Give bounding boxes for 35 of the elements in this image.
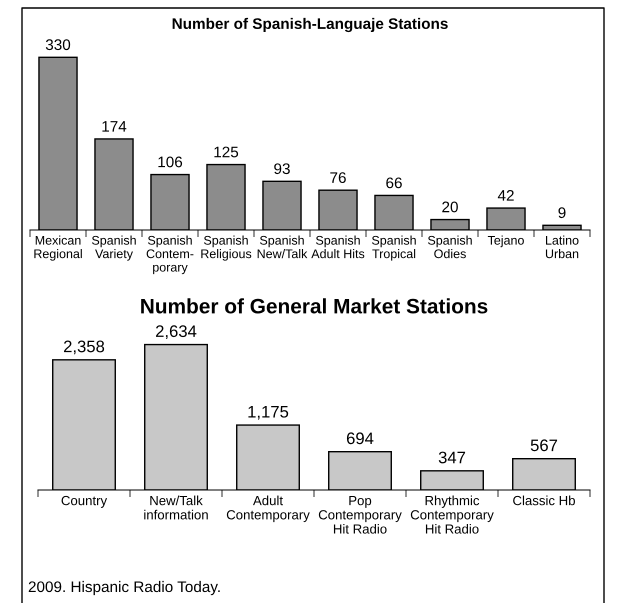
data-label: 174 bbox=[102, 121, 126, 132]
chart-title: Number of Spanish-Languaje Stations bbox=[172, 18, 448, 32]
data-label: 694 bbox=[346, 432, 374, 444]
x-tick-label: Spanish Religious bbox=[201, 236, 252, 261]
data-label: 330 bbox=[46, 39, 70, 50]
x-tick-label: Spanish Contem- porary bbox=[146, 236, 194, 274]
x-tick-label: Tejano bbox=[488, 236, 524, 248]
data-label: 1,175 bbox=[248, 406, 288, 420]
x-tick-label: Rhythmic Contemporary Hit Radio bbox=[410, 496, 494, 534]
x-tick-label: Mexican Regional bbox=[34, 236, 82, 261]
x-tick-label: Spanish Tropical bbox=[372, 236, 416, 261]
data-label: 66 bbox=[386, 177, 402, 188]
x-tick-label: Spanish Adult Hits bbox=[311, 236, 364, 258]
data-label: 2,634 bbox=[156, 325, 196, 340]
x-tick-label: Pop Contemporary Hit Radio bbox=[318, 496, 402, 534]
x-tick-label: Spanish New/Talk bbox=[258, 236, 308, 258]
chart-title: Number of General Market Stations bbox=[141, 298, 488, 314]
data-label: 347 bbox=[438, 452, 466, 464]
data-label: 93 bbox=[274, 163, 290, 174]
x-tick-label: Spanish Odies bbox=[428, 236, 472, 258]
x-tick-label: Spanish Variety bbox=[92, 236, 136, 261]
data-label: 76 bbox=[330, 172, 346, 184]
data-label: 42 bbox=[498, 190, 514, 201]
data-label: 20 bbox=[442, 202, 458, 212]
text: 2009. Hispanic Radio Today. bbox=[28, 580, 220, 596]
x-tick-label: Adult Contemporary bbox=[226, 496, 310, 522]
data-label: 125 bbox=[214, 146, 238, 158]
data-label: 106 bbox=[158, 156, 182, 168]
data-label: 567 bbox=[530, 439, 558, 452]
x-tick-label: New/Talk information bbox=[144, 496, 208, 520]
data-label: 2,358 bbox=[64, 340, 104, 354]
x-tick-label: Classic Hb bbox=[513, 496, 575, 506]
data-label: 9 bbox=[558, 207, 566, 218]
x-tick-label: Latino Urban bbox=[546, 236, 579, 258]
x-tick-label: Country bbox=[62, 496, 108, 508]
